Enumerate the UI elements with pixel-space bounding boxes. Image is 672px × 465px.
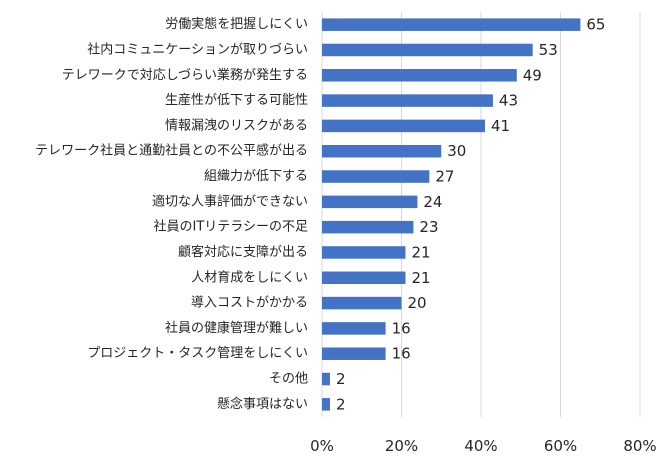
value-label-1: 65	[586, 16, 605, 34]
category-label-11: 人材育成をしにくい	[191, 269, 308, 285]
value-label-11: 21	[411, 269, 430, 287]
category-label-1: 労働実態を把握しにくい	[165, 16, 308, 32]
value-label-7: 27	[435, 168, 454, 186]
bar-16	[322, 398, 330, 411]
bar-11	[322, 271, 406, 285]
x-tick-label-4: 80%	[623, 437, 656, 455]
category-label-12: 導入コストがかかる	[191, 296, 308, 311]
category-label-2: 社内コミュニケーションが取りづらい	[87, 41, 308, 57]
value-label-14: 16	[392, 345, 411, 363]
bar-14	[322, 347, 386, 360]
category-label-7: 組織力が低下する	[204, 169, 308, 184]
value-labels: 65 53 49 43 41 30 27 24 23 21 21 20 16 16 2 2	[336, 16, 606, 414]
bars	[322, 18, 581, 411]
category-labels: 労働実態を把握しにくい社内コミュニケーションが取りづらいテレワークで対応しづらい…	[35, 16, 308, 412]
category-label-4: 生産性が低下する可能性	[165, 92, 308, 108]
value-label-5: 41	[491, 117, 510, 135]
bar-4	[322, 94, 493, 107]
bar-12	[322, 296, 402, 310]
category-label-14: プロジェクト・タスク管理をしにくい	[87, 346, 308, 361]
category-label-13: 社員の健康管理が難しい	[165, 320, 308, 336]
bar-9	[322, 220, 414, 234]
value-label-15: 2	[336, 370, 346, 388]
bar-3	[322, 69, 517, 82]
bar-1	[322, 18, 581, 31]
bar-15	[322, 372, 330, 386]
value-label-4: 43	[499, 92, 518, 110]
x-tick-labels: 0% 20% 40% 60% 80%	[310, 437, 657, 455]
x-tick-label-2: 40%	[464, 437, 497, 455]
category-label-5: 情報漏洩のリスクがある	[165, 117, 308, 133]
category-label-15: その他	[269, 372, 308, 387]
bar-7	[322, 170, 430, 183]
x-tick-label-3: 60%	[544, 437, 577, 455]
category-label-16: 懸念事項はない	[217, 396, 308, 412]
category-label-6: テレワーク社員と通勤社員との不公平感が出る	[35, 143, 308, 159]
bar-10	[322, 246, 406, 259]
category-label-8: 適切な人事評価ができない	[152, 193, 308, 209]
value-label-3: 49	[523, 66, 542, 84]
bar-13	[322, 322, 386, 335]
category-label-10: 顧客対応に支障が出る	[178, 244, 308, 260]
category-label-9: 社員のITリテラシーの不足	[153, 219, 308, 235]
value-label-2: 53	[539, 41, 558, 59]
bar-2	[322, 43, 533, 57]
value-label-12: 20	[408, 294, 427, 312]
value-label-9: 23	[419, 218, 438, 236]
bar-6	[322, 144, 442, 158]
bar-5	[322, 119, 485, 133]
value-label-16: 2	[336, 395, 346, 413]
bar-8	[322, 195, 418, 209]
value-label-8: 24	[423, 193, 442, 211]
category-label-3: テレワークで対応しづらい業務が発生する	[62, 67, 308, 83]
value-label-13: 16	[392, 319, 411, 337]
value-label-10: 21	[411, 243, 430, 261]
x-tick-label-0: 0%	[310, 437, 334, 455]
value-label-6: 30	[447, 142, 466, 160]
x-tick-label-1: 20%	[385, 437, 418, 455]
